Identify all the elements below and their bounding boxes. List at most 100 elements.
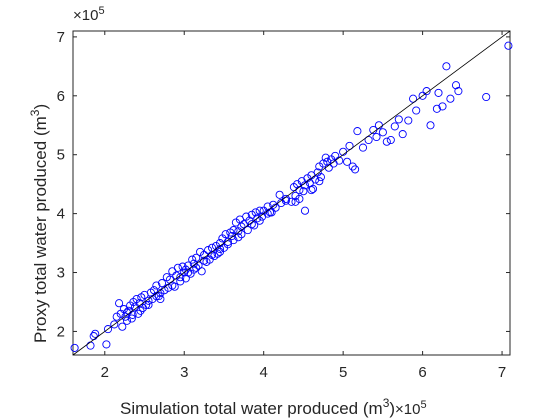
data-point — [311, 175, 320, 184]
data-point — [253, 214, 262, 223]
data-point — [409, 94, 418, 103]
y-axis-label: Proxy total water produced (m3) — [28, 104, 50, 343]
data-point — [188, 255, 197, 264]
data-points — [70, 41, 513, 352]
data-point — [144, 296, 153, 305]
data-point — [307, 186, 316, 195]
data-point — [422, 87, 431, 96]
data-point — [315, 177, 324, 186]
data-point — [136, 306, 145, 315]
data-point — [247, 220, 256, 229]
data-point — [454, 87, 463, 96]
x-tick-label: 3 — [180, 364, 188, 381]
data-point — [351, 165, 360, 174]
data-point — [426, 121, 435, 130]
data-point — [221, 230, 230, 239]
data-point — [293, 180, 302, 189]
data-point — [442, 62, 451, 71]
data-point — [204, 246, 213, 255]
data-point — [451, 81, 461, 90]
plot-area — [70, 30, 513, 356]
data-point — [215, 247, 225, 256]
y-tick-label: 7 — [57, 29, 65, 46]
x-tick-label: 2 — [101, 364, 109, 381]
data-point — [446, 94, 455, 103]
data-point — [353, 127, 362, 136]
data-point — [291, 197, 300, 206]
data-point — [267, 208, 276, 217]
x-tick-label: 5 — [339, 364, 347, 381]
y-axis-exponent: ×105 — [73, 5, 105, 24]
data-point — [102, 340, 111, 349]
data-point — [394, 115, 403, 124]
data-point — [319, 159, 328, 168]
data-point — [275, 190, 284, 199]
data-point — [213, 249, 222, 258]
y-tick-label: 3 — [57, 265, 65, 282]
data-point — [176, 273, 185, 282]
data-point — [110, 320, 119, 329]
data-point — [412, 106, 421, 115]
data-point — [482, 92, 491, 102]
y-tick-label: 5 — [57, 147, 65, 164]
data-point — [348, 162, 357, 171]
data-point — [251, 208, 260, 217]
data-point — [386, 135, 395, 145]
data-point — [223, 240, 232, 249]
data-point — [112, 312, 121, 321]
y-tick-label: 2 — [57, 323, 65, 340]
data-point — [192, 253, 201, 262]
data-point — [438, 102, 447, 111]
y-tick-label: 4 — [57, 206, 65, 223]
data-point — [181, 274, 190, 283]
data-point — [434, 88, 443, 97]
data-point — [229, 226, 238, 235]
data-point — [157, 279, 167, 288]
data-point — [122, 316, 132, 325]
data-point — [331, 151, 340, 160]
data-point — [132, 294, 141, 304]
data-point — [316, 173, 325, 182]
data-point — [243, 226, 252, 235]
data-point — [189, 259, 198, 268]
data-point — [255, 216, 264, 225]
x-tick-label: 6 — [418, 364, 426, 381]
data-point — [91, 329, 100, 338]
data-point — [70, 343, 79, 352]
data-point — [127, 314, 136, 323]
data-point — [343, 157, 352, 166]
data-point — [227, 231, 236, 241]
data-point — [103, 325, 113, 334]
data-point — [299, 187, 308, 196]
x-tick-label: 7 — [498, 364, 506, 381]
data-point — [418, 91, 427, 100]
x-axis-label: Simulation total water produced (m3)×105 — [120, 396, 427, 418]
data-point — [181, 265, 190, 274]
data-point — [144, 300, 153, 309]
data-point — [287, 197, 296, 206]
data-point — [300, 206, 310, 215]
data-point — [378, 128, 387, 137]
data-point — [223, 237, 232, 246]
data-point — [115, 299, 124, 308]
data-point — [255, 206, 264, 215]
x-axis-ticks: 2 3 4 5 6 7 — [101, 31, 506, 381]
data-point — [390, 122, 399, 131]
data-point — [168, 281, 177, 290]
data-point — [323, 157, 332, 166]
data-point — [404, 116, 413, 125]
data-point — [372, 132, 381, 142]
reference-line — [72, 30, 511, 356]
data-point — [269, 200, 278, 209]
data-point — [308, 184, 318, 193]
y-tick-label: 6 — [57, 88, 65, 105]
data-point — [382, 137, 391, 146]
x-tick-label: 4 — [260, 364, 268, 381]
data-point — [234, 233, 243, 242]
data-point — [358, 143, 368, 152]
data-point — [504, 41, 513, 50]
data-point — [321, 153, 330, 162]
data-point — [173, 263, 182, 272]
data-point — [118, 322, 127, 331]
